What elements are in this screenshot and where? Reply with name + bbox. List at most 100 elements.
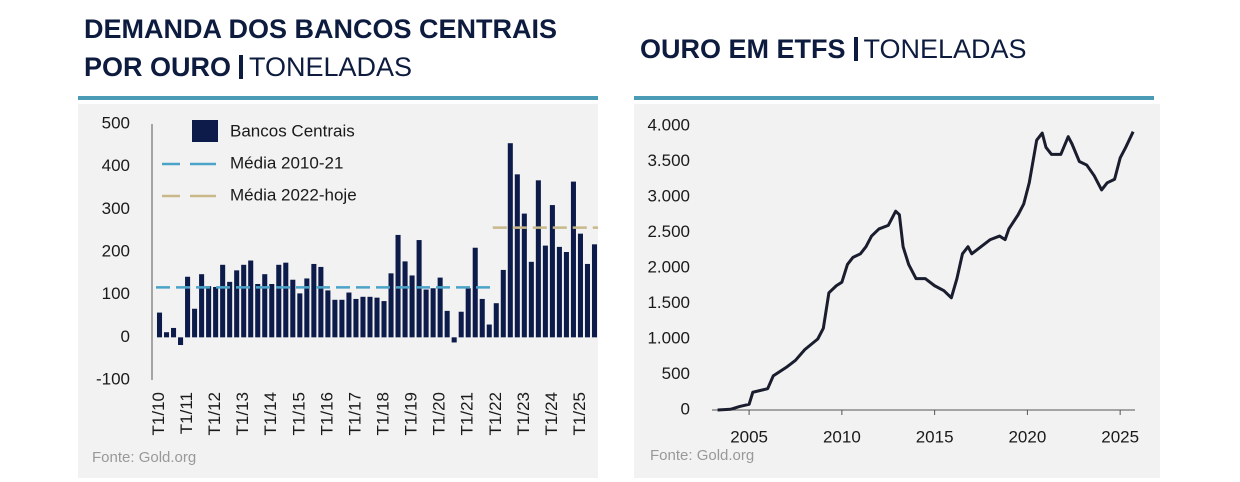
y-tick-label: 2.500 — [647, 222, 690, 241]
bar — [318, 266, 324, 338]
bar — [409, 275, 415, 338]
bar — [591, 244, 598, 338]
y-tick-label: 1.500 — [647, 293, 690, 312]
x-tick-label: T1/16 — [317, 392, 336, 435]
bar — [346, 292, 352, 338]
bar — [269, 284, 275, 338]
bar — [178, 337, 184, 346]
rule — [78, 96, 598, 100]
bar — [276, 264, 282, 338]
bar — [570, 181, 576, 338]
bar — [156, 312, 163, 338]
y-tick-label: 0 — [121, 327, 130, 346]
bar — [199, 274, 205, 338]
y-tick-label: 0 — [681, 399, 690, 418]
bar — [262, 274, 268, 338]
bar — [430, 288, 436, 338]
x-tick-label: T1/20 — [430, 392, 449, 435]
x-tick-label: T1/19 — [402, 392, 421, 435]
x-tick-label: T1/10 — [149, 392, 168, 435]
chart-title: DEMANDA DOS BANCOS CENTRAIS POR OURO — [84, 14, 558, 82]
bar — [521, 213, 527, 338]
bar — [500, 269, 506, 338]
x-tick-label: 2015 — [916, 427, 954, 446]
y-tick-label: 2.000 — [647, 257, 690, 276]
y-tick-label: 300 — [102, 199, 130, 218]
title-block: OURO EM ETFS TONELADAS — [640, 30, 1200, 68]
chart-subtitle: TONELADAS — [249, 52, 413, 82]
bar — [437, 277, 443, 338]
bar — [556, 246, 562, 338]
bar — [451, 337, 457, 343]
x-tick-label: 2010 — [823, 427, 861, 446]
bar — [535, 180, 541, 338]
bar — [458, 311, 464, 338]
bar — [192, 308, 198, 338]
y-tick-label: 500 — [102, 113, 130, 132]
x-tick-label: T1/21 — [458, 392, 477, 435]
x-tick-label: 2020 — [1008, 427, 1046, 446]
bar — [304, 278, 310, 338]
bar — [402, 261, 408, 338]
bar — [577, 233, 583, 338]
bar — [206, 286, 212, 338]
bar — [367, 296, 373, 338]
x-tick-label: T1/11 — [177, 392, 196, 434]
y-tick-label: 500 — [662, 364, 690, 383]
bar — [297, 293, 303, 338]
bar — [311, 263, 317, 338]
bar — [234, 270, 240, 338]
bar — [241, 264, 247, 338]
bar — [423, 289, 429, 338]
bar — [255, 284, 261, 338]
y-tick-label: 100 — [102, 284, 130, 303]
bar — [283, 262, 289, 338]
legend-label: Bancos Centrais — [230, 121, 355, 140]
bar — [227, 281, 233, 338]
title-block: DEMANDA DOS BANCOS CENTRAIS POR OURO TONE… — [84, 10, 604, 86]
x-tick-label: T1/17 — [345, 392, 364, 435]
bar — [163, 332, 170, 338]
bar — [325, 290, 331, 338]
bar — [528, 261, 534, 338]
bar — [465, 288, 471, 338]
panel — [634, 104, 1160, 478]
y-tick-label: -100 — [96, 369, 130, 388]
bar — [339, 299, 345, 338]
x-tick-label: T1/18 — [374, 392, 393, 435]
bar — [213, 286, 219, 338]
bar — [507, 143, 513, 338]
chart-title: OURO EM ETFS — [640, 34, 846, 64]
x-tick-label: 2005 — [730, 427, 768, 446]
x-tick-label: T1/23 — [514, 392, 533, 435]
bar — [374, 297, 380, 338]
x-tick-label: T1/15 — [289, 392, 308, 435]
y-tick-label: 200 — [102, 241, 130, 260]
y-tick-label: 1.000 — [647, 328, 690, 347]
bar — [332, 299, 338, 338]
bar — [493, 303, 499, 338]
bar — [353, 298, 359, 338]
x-tick-label: 2025 — [1101, 427, 1139, 446]
bar — [486, 324, 492, 338]
bar — [479, 298, 485, 338]
bar — [220, 264, 226, 338]
bar — [290, 279, 296, 338]
bar — [388, 273, 394, 338]
bar — [542, 245, 548, 338]
bar — [381, 301, 387, 338]
bar — [248, 260, 254, 338]
x-tick-label: T1/13 — [233, 392, 252, 435]
divider — [239, 55, 244, 79]
legend-swatch — [192, 120, 218, 142]
rule — [634, 96, 1154, 100]
legend-label: Média 2022-hoje — [230, 185, 357, 204]
source: Fonte: Gold.org — [650, 447, 754, 464]
bar — [444, 310, 450, 338]
x-tick-label: T1/14 — [261, 392, 280, 435]
bar — [185, 276, 191, 338]
chart-subtitle: TONELADAS — [863, 34, 1027, 64]
divider — [853, 37, 858, 61]
